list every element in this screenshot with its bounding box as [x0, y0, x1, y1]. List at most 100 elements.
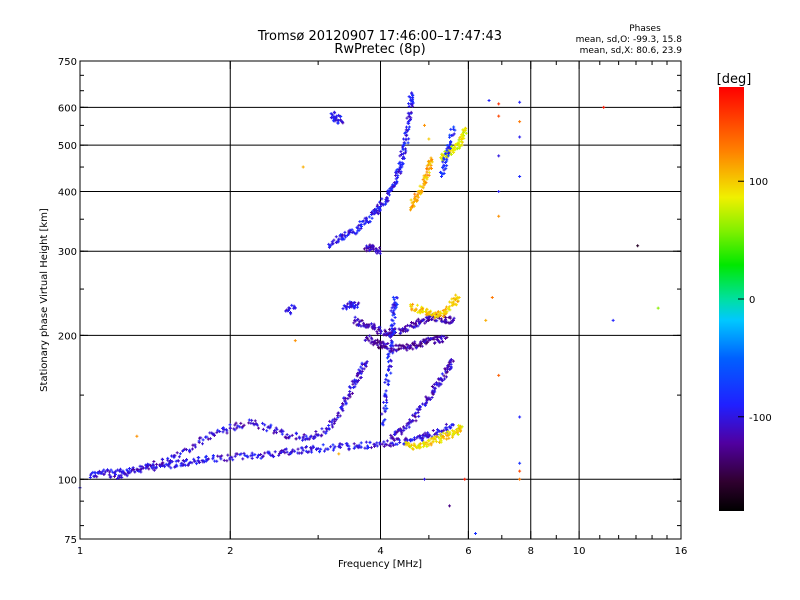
y-tick-label: 750: [58, 57, 77, 68]
trace-point: [413, 340, 417, 344]
trace-point: [120, 475, 124, 479]
trace-point: [348, 385, 352, 389]
trace-point: [231, 458, 235, 462]
trace-point: [359, 441, 363, 445]
trace-point: [448, 433, 452, 437]
trace-point: [161, 458, 165, 462]
trace-point: [431, 439, 435, 443]
trace-point: [432, 382, 436, 386]
trace-point: [302, 433, 306, 437]
trace-point: [334, 418, 338, 422]
chart-title: Tromsø 20120907 17:46:00–17:47:43: [257, 29, 502, 44]
trace-point: [463, 127, 467, 131]
trace-point: [448, 300, 452, 304]
trace-point: [375, 203, 379, 207]
sparse-point: [497, 189, 501, 193]
trace-point: [359, 225, 363, 229]
sparse-point: [497, 373, 501, 377]
trace-point: [366, 446, 370, 450]
phases-title: Phases: [629, 24, 661, 34]
trace-point: [219, 457, 223, 461]
trace-point: [370, 216, 374, 220]
trace-point: [418, 405, 422, 409]
trace-point: [447, 436, 451, 440]
trace-point: [294, 437, 298, 441]
trace-point: [388, 349, 392, 353]
trace-point: [437, 435, 441, 439]
trace-point: [449, 358, 453, 362]
sparse-point: [518, 477, 522, 481]
trace-point: [188, 448, 192, 452]
trace-point: [442, 171, 446, 175]
trace-point: [255, 423, 259, 427]
trace-point: [204, 455, 208, 459]
trace-point: [446, 364, 450, 368]
trace-point: [446, 145, 450, 149]
trace-point: [444, 432, 448, 436]
trace-point: [415, 198, 419, 202]
trace-point: [169, 466, 173, 470]
trace-point: [348, 395, 352, 399]
trace-point: [451, 300, 455, 304]
trace-point: [392, 433, 396, 437]
trace-point: [433, 386, 437, 390]
trace-point: [424, 442, 428, 446]
trace-point: [368, 334, 372, 338]
trace-point: [435, 430, 439, 434]
trace-point: [242, 451, 246, 455]
trace-point: [261, 421, 265, 425]
trace-point: [421, 402, 425, 406]
x-tick-label: 8: [528, 546, 534, 557]
trace-point: [376, 343, 380, 347]
trace-point: [288, 434, 292, 438]
trace-point: [424, 181, 428, 185]
trace-point: [328, 427, 332, 431]
trace-point: [345, 234, 349, 238]
trace-point: [346, 393, 350, 397]
trace-point: [353, 301, 357, 305]
trace-point: [427, 396, 431, 400]
trace-point: [406, 141, 410, 145]
trace-point: [416, 195, 420, 199]
trace-point: [103, 470, 107, 474]
trace-point: [424, 319, 428, 323]
trace-point: [371, 247, 375, 251]
trace-point: [300, 446, 304, 450]
trace-point: [370, 246, 374, 250]
trace-point: [444, 422, 448, 426]
trace-point: [432, 336, 436, 340]
trace-point: [312, 445, 316, 449]
trace-point: [367, 339, 371, 343]
trace-point: [347, 448, 351, 452]
trace-point: [179, 464, 183, 468]
trace-point: [374, 207, 378, 211]
trace-point: [335, 114, 339, 118]
trace-point: [314, 429, 318, 433]
trace-point: [403, 325, 407, 329]
trace-point: [406, 323, 410, 327]
trace-point: [452, 132, 456, 136]
trace-point: [152, 468, 156, 472]
trace-point: [118, 469, 122, 473]
trace-point: [356, 318, 360, 322]
trace-point: [403, 131, 407, 135]
trace-point: [343, 304, 347, 308]
trace-point: [427, 312, 431, 316]
colorbar-tick-label: 100: [749, 177, 768, 188]
trace-point: [119, 473, 123, 477]
trace-point: [332, 446, 336, 450]
trace-point: [352, 442, 356, 446]
trace-point: [340, 443, 344, 447]
trace-point: [417, 414, 421, 418]
trace-point: [401, 343, 405, 347]
trace-point: [430, 158, 434, 162]
trace-point: [407, 125, 411, 129]
trace-point: [422, 443, 426, 447]
sparse-point: [484, 318, 488, 322]
trace-point: [131, 466, 135, 470]
trace-point: [455, 429, 459, 433]
sparse-point: [656, 306, 660, 310]
trace-point: [166, 458, 170, 462]
trace-point: [353, 380, 357, 384]
trace-point: [186, 462, 190, 466]
